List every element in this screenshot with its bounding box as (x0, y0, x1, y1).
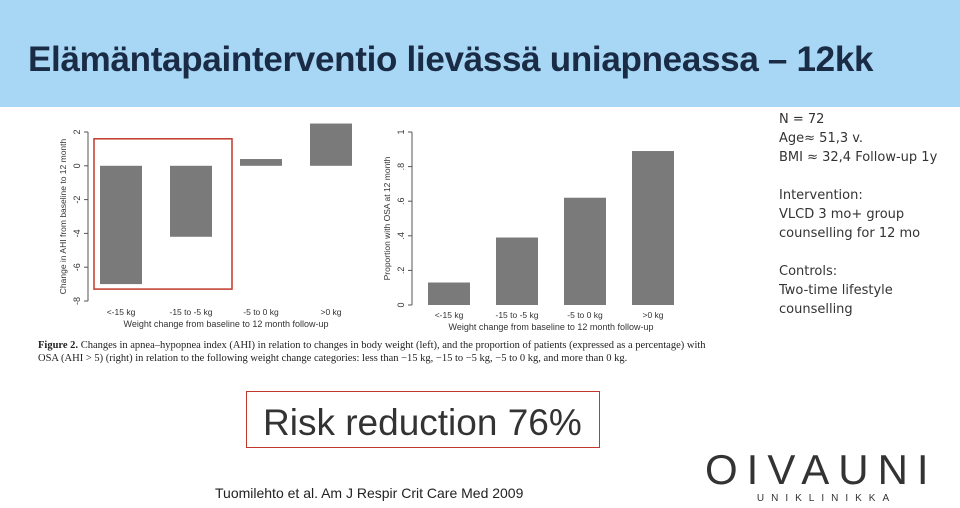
osa-bar (564, 197, 606, 305)
ahi-x-axis-label: Weight change from baseline to 12 month … (124, 319, 329, 329)
osa-bar (632, 151, 674, 305)
osa-x-tick-label: >0 kg (642, 310, 663, 320)
reference: Tuomilehto et al. Am J Respir Crit Care … (215, 485, 524, 501)
ahi-x-tick-label: -5 to 0 kg (243, 307, 279, 317)
study-n: N = 72 (779, 112, 825, 127)
osa-y-axis-label: Proportion with OSA at 12 month (382, 156, 392, 280)
study-info: N = 72 Age≈ 51,3 v. BMI ≈ 32,4 Follow-up… (779, 110, 949, 319)
ahi-bar (310, 123, 352, 166)
ahi-y-tick-label: 2 (72, 129, 82, 134)
ahi-x-tick-label: >0 kg (320, 307, 341, 317)
osa-y-tick-label: .4 (396, 232, 406, 240)
ahi-y-axis-label: Change in AHI from baseline to 12 month (58, 139, 68, 295)
study-bmi: BMI ≈ 32,4 Follow-up 1y (779, 150, 938, 165)
osa-y-tick-label: 1 (396, 129, 406, 134)
osa-y-tick-label: .8 (396, 163, 406, 171)
risk-reduction-text: Risk reduction 76% (263, 402, 582, 443)
ahi-x-tick-label: <-15 kg (107, 307, 136, 317)
ahi-bar (100, 165, 142, 285)
oivauni-logo: OIVAUNI UNIKLINIKKA (705, 446, 938, 508)
osa-x-tick-label: -15 to -5 kg (496, 310, 539, 320)
caption-label: Figure 2. (38, 340, 79, 351)
highlight-box (93, 138, 233, 290)
ahi-x-tick-label: -15 to -5 kg (170, 307, 213, 317)
osa-bar (496, 237, 538, 305)
title-banner: Elämäntapainterventio lievässä uniapneas… (0, 0, 960, 107)
ahi-y-tick-label: -4 (72, 229, 82, 237)
slide-title: Elämäntapainterventio lievässä uniapneas… (28, 40, 874, 79)
osa-y-tick-label: 0 (396, 302, 406, 307)
ahi-y-tick-label: -6 (72, 263, 82, 271)
ahi-bar (240, 159, 282, 166)
intervention-label: Intervention: (779, 188, 863, 203)
osa-y-tick-label: .2 (396, 267, 406, 275)
ahi-y-tick-label: -8 (72, 297, 82, 305)
controls-label: Controls: (779, 264, 838, 279)
osa-x-axis-label: Weight change from baseline to 12 month … (449, 322, 654, 332)
figure-charts: -8 -6 -4 -2 0 2 Change in AHI from baseline to… (58, 123, 674, 332)
osa-bar (428, 282, 470, 305)
intervention-text: VLCD 3 mo+ group counselling for 12 mo (779, 207, 921, 241)
osa-x-tick-label: -5 to 0 kg (567, 310, 603, 320)
ahi-bar (170, 165, 212, 237)
figure-caption: Figure 2. Changes in apnea–hypopnea inde… (38, 340, 728, 365)
ahi-y-tick-label: 0 (72, 163, 82, 168)
caption-text: Changes in apnea–hypopnea index (AHI) in… (38, 340, 706, 364)
logo-sub: UNIKLINIKKA (756, 493, 897, 504)
risk-reduction-box: Risk reduction 76% (246, 391, 600, 448)
logo-main: OIVAUNI (705, 446, 938, 493)
ahi-y-tick-label: -2 (72, 196, 82, 204)
osa-y-tick-label: .6 (396, 197, 406, 205)
osa-x-tick-label: <-15 kg (435, 310, 464, 320)
study-age: Age≈ 51,3 v. (779, 131, 864, 146)
controls-text: Two-time lifestyle counselling (779, 283, 893, 317)
